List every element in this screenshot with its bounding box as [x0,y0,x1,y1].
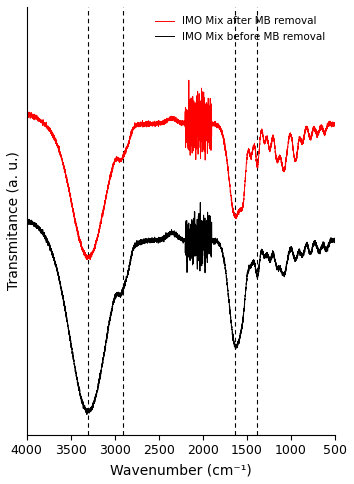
IMO Mix before MB removal [163,234,167,240]
IMO Mix after MB removal [187,77,191,83]
IMO Mix before MB removal [333,235,337,241]
IMO Mix before MB removal [85,411,89,417]
IMO Mix after MB removal [88,257,92,262]
IMO Mix after MB removal [98,226,102,232]
IMO Mix after MB removal [99,215,104,221]
IMO Mix before MB removal [98,377,102,383]
IMO Mix after MB removal [163,119,167,125]
IMO Mix after MB removal [333,121,337,127]
IMO Mix before MB removal [331,238,335,243]
X-axis label: Wavenumber (cm⁻¹): Wavenumber (cm⁻¹) [110,463,252,477]
IMO Mix after MB removal [24,113,29,119]
IMO Mix after MB removal [331,122,335,128]
Line: IMO Mix before MB removal: IMO Mix before MB removal [27,202,335,414]
IMO Mix before MB removal [96,383,100,389]
IMO Mix after MB removal [96,231,100,237]
IMO Mix before MB removal [24,217,29,223]
Legend: IMO Mix after MB removal, IMO Mix before MB removal: IMO Mix after MB removal, IMO Mix before… [151,12,330,45]
IMO Mix after MB removal [141,120,145,126]
IMO Mix before MB removal [141,240,145,246]
Y-axis label: Transmitance (a. u.): Transmitance (a. u.) [7,151,21,290]
Line: IMO Mix after MB removal: IMO Mix after MB removal [27,80,335,259]
IMO Mix before MB removal [198,199,202,205]
IMO Mix before MB removal [99,365,104,371]
